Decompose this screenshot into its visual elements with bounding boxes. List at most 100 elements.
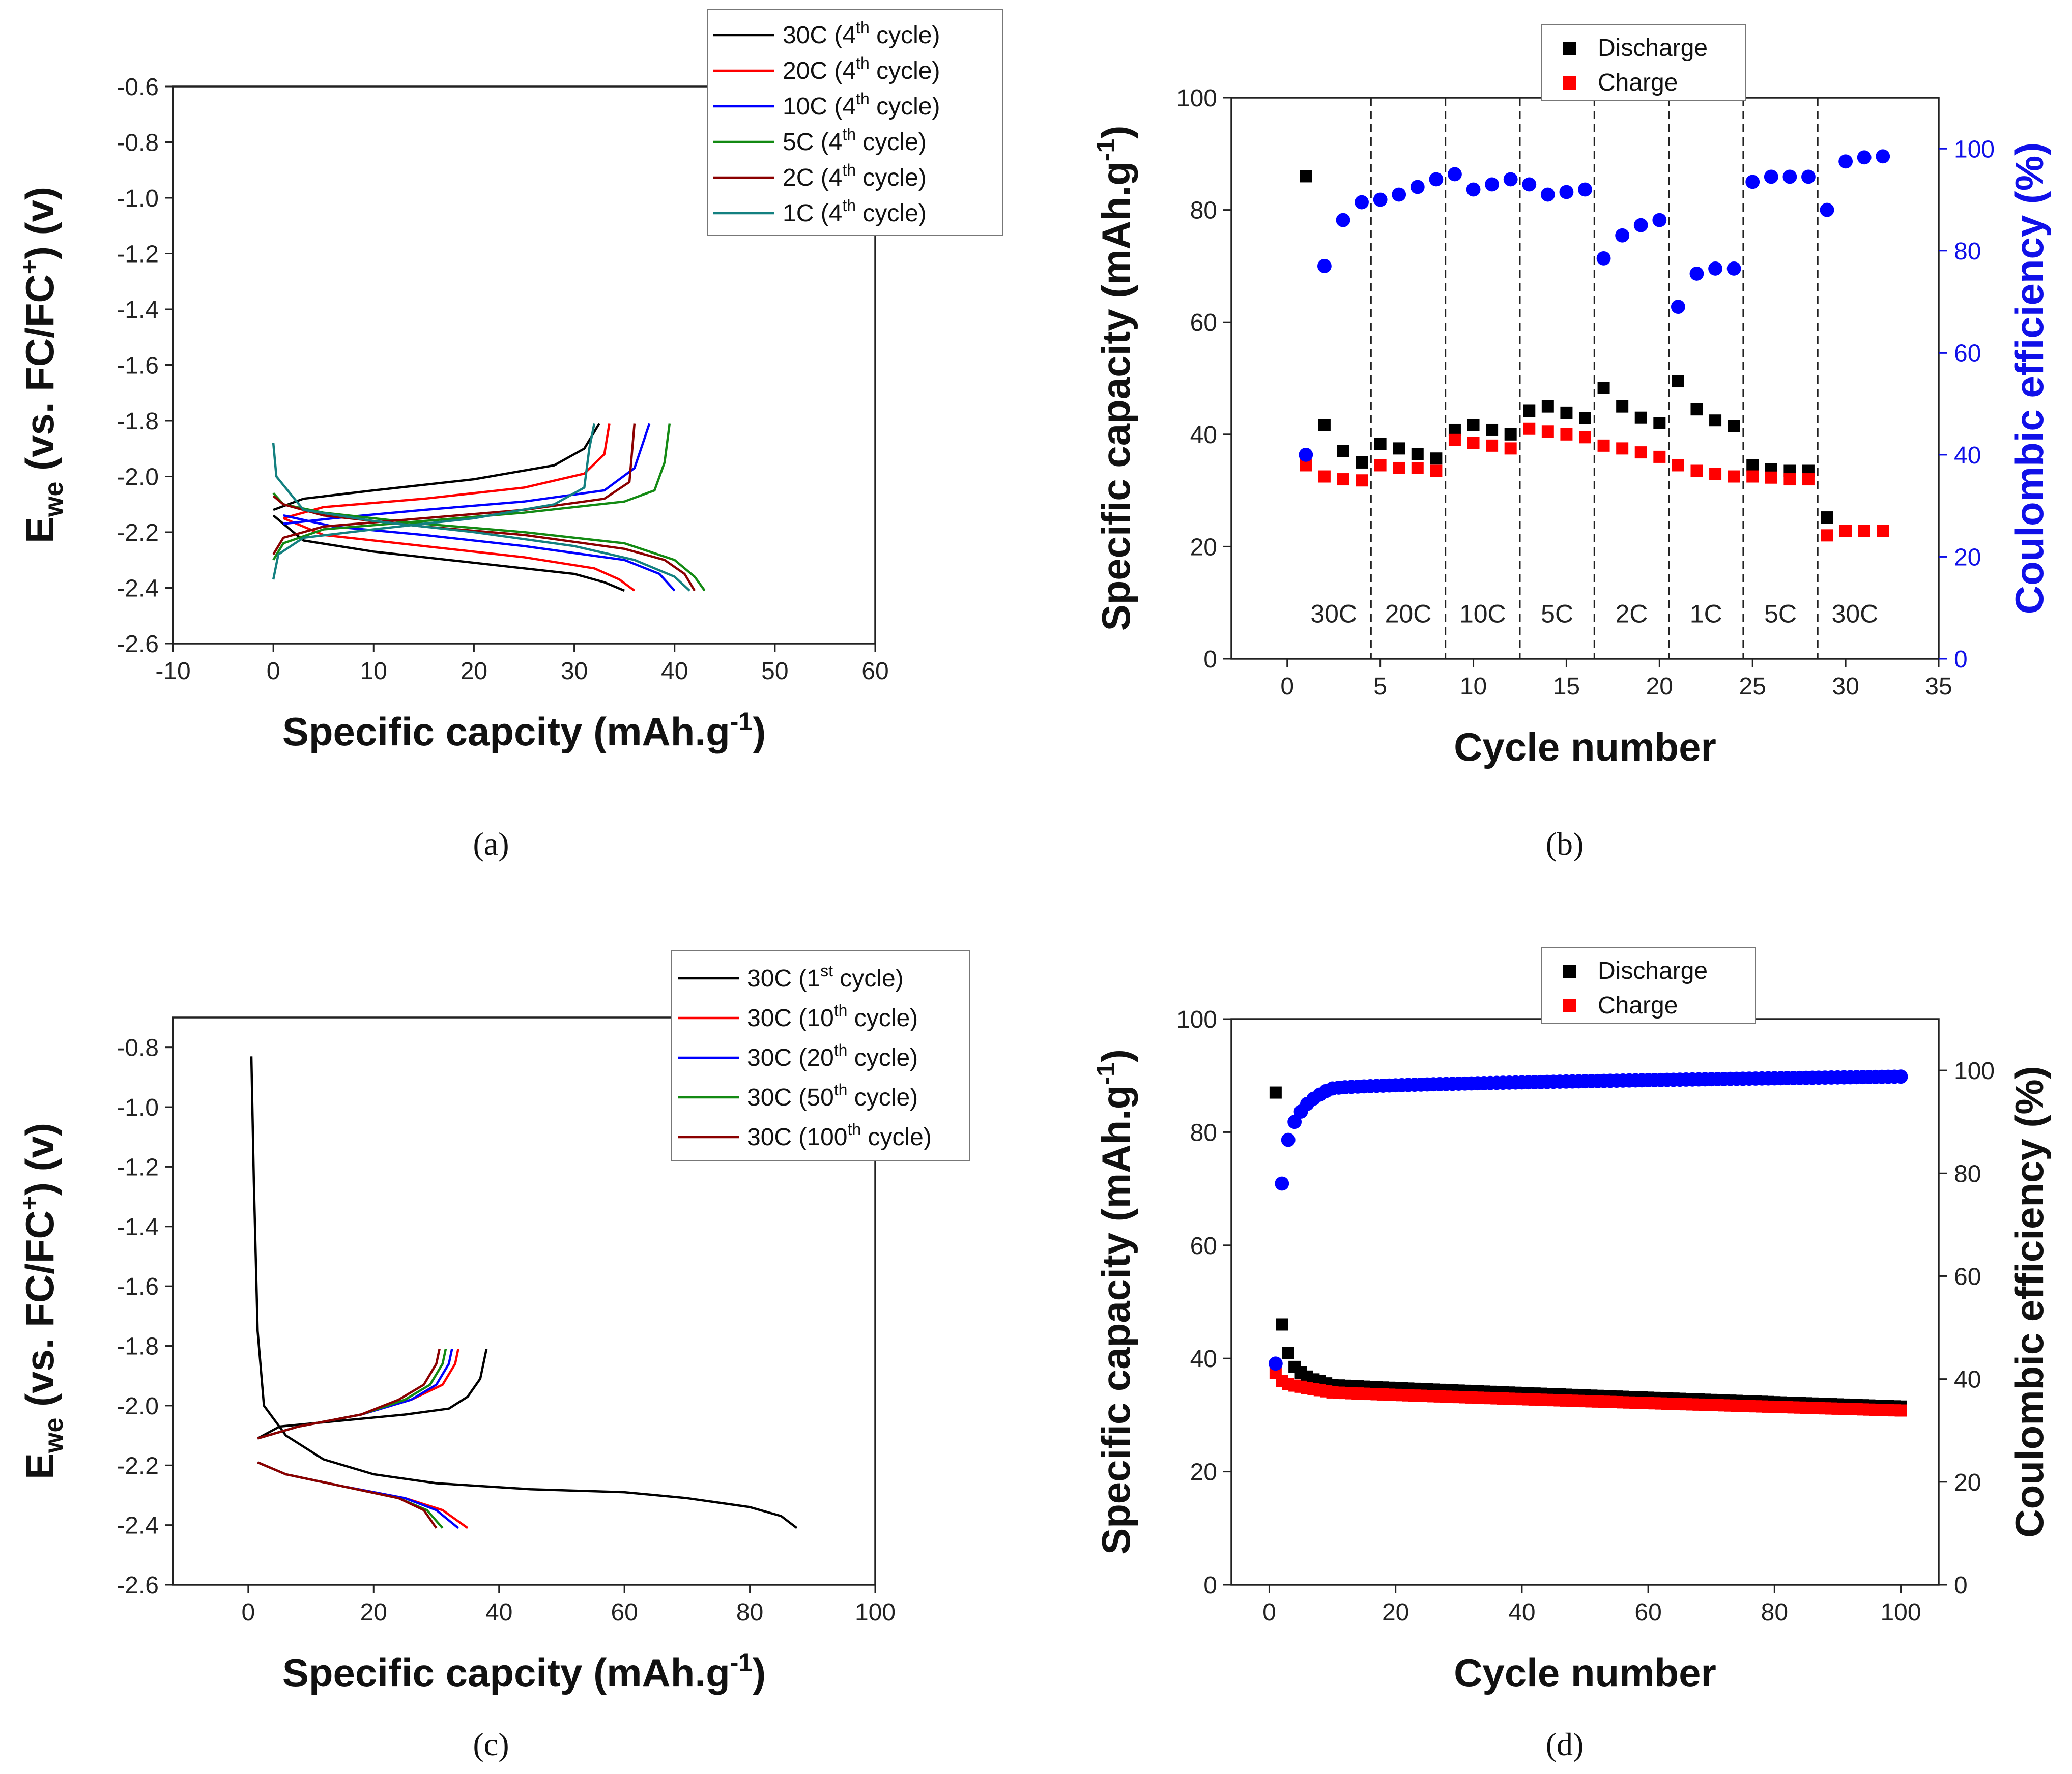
marker-discharge bbox=[1486, 424, 1498, 436]
y-tick-label: 20 bbox=[1190, 1459, 1217, 1486]
x-tick-label: 60 bbox=[861, 658, 888, 685]
marker-coulombic-efficiency bbox=[1485, 178, 1499, 192]
y-axis-title: Specific capacity (mAh.g-1) bbox=[1091, 126, 1138, 631]
legend-entry: Discharge bbox=[1598, 957, 1708, 984]
marker-charge bbox=[1616, 442, 1628, 454]
y-tick-label: 0 bbox=[1203, 1572, 1217, 1599]
y-tick-label: 100 bbox=[1176, 1006, 1217, 1033]
marker-charge bbox=[1858, 525, 1870, 537]
x-tick-label: 30 bbox=[1832, 673, 1859, 700]
marker-discharge bbox=[1318, 419, 1331, 431]
x-axis-title: Specific capcity (mAh.g-1) bbox=[282, 707, 766, 754]
marker-charge bbox=[1672, 459, 1684, 471]
marker-coulombic-efficiency bbox=[1560, 185, 1574, 199]
marker-discharge bbox=[1374, 438, 1387, 450]
panel-label-c: (c) bbox=[473, 1726, 509, 1762]
y-tick-label: 60 bbox=[1190, 309, 1217, 336]
marker-charge bbox=[1783, 473, 1796, 485]
y2-axis-title: Coulombic efficiency (%) bbox=[2007, 142, 2052, 614]
y-tick-label: -2.0 bbox=[117, 1393, 159, 1420]
rate-label: 20C bbox=[1385, 599, 1432, 628]
x-tick-label: 0 bbox=[267, 658, 280, 685]
y-tick-label: -1.0 bbox=[117, 1094, 159, 1121]
marker-coulombic-efficiency bbox=[1727, 261, 1741, 276]
y-tick-label: -2.6 bbox=[117, 1572, 159, 1599]
marker-charge bbox=[1877, 525, 1889, 537]
marker-discharge bbox=[1709, 414, 1721, 426]
y2-tick-label: 40 bbox=[1954, 1366, 1981, 1393]
marker-coulombic-efficiency bbox=[1299, 448, 1313, 462]
marker-discharge bbox=[1579, 412, 1591, 424]
panel-c: 0 20 40 60 80 100 -2.6 -2.4 -2.2 -2.0 -1.8 -1.6 -1.4… bbox=[15, 950, 969, 1695]
legend-entry: 30C (20th cycle) bbox=[747, 1041, 918, 1071]
marker-discharge bbox=[1560, 407, 1572, 419]
marker-discharge bbox=[1430, 452, 1442, 464]
y2-tick-label: 60 bbox=[1954, 340, 1981, 367]
marker-coulombic-efficiency bbox=[1392, 188, 1406, 202]
marker-charge bbox=[1839, 525, 1852, 537]
marker-coulombic-efficiency bbox=[1894, 1069, 1908, 1084]
rate-label: 5C bbox=[1764, 599, 1797, 628]
x-axis-title: Cycle number bbox=[1454, 724, 1716, 769]
x-tick-label: 20 bbox=[360, 1599, 387, 1626]
marker-discharge bbox=[1616, 400, 1628, 413]
marker-charge bbox=[1486, 440, 1498, 452]
marker-coulombic-efficiency bbox=[1801, 170, 1816, 184]
y-tick-label: -0.6 bbox=[117, 74, 159, 101]
y2-tick-label: 0 bbox=[1954, 1572, 1968, 1599]
marker-coulombic-efficiency bbox=[1690, 267, 1704, 281]
marker-discharge bbox=[1672, 375, 1684, 387]
y-tick-label: 40 bbox=[1190, 1346, 1217, 1373]
marker-coulombic-efficiency bbox=[1504, 172, 1518, 187]
legend-entry: Charge bbox=[1598, 992, 1678, 1019]
marker-coulombic-efficiency bbox=[1448, 167, 1462, 181]
marker-coulombic-efficiency bbox=[1820, 203, 1834, 217]
marker-charge bbox=[1542, 425, 1554, 438]
marker-discharge bbox=[1635, 412, 1647, 424]
legend-entry: 30C (100th cycle) bbox=[747, 1120, 932, 1151]
x-tick-label: 40 bbox=[661, 658, 688, 685]
marker-charge bbox=[1505, 442, 1517, 454]
y-tick-label: 80 bbox=[1190, 1119, 1217, 1146]
marker-discharge bbox=[1821, 511, 1833, 524]
marker-coulombic-efficiency bbox=[1671, 300, 1685, 314]
x-tick-label: 80 bbox=[1761, 1599, 1788, 1626]
y2-axis-title: Coulombic efficiency (%) bbox=[2007, 1066, 2052, 1537]
marker-discharge bbox=[1412, 448, 1424, 460]
panel-b: 0 5 10 15 20 25 30 35020406080100020406080100Cy… bbox=[1091, 24, 2052, 769]
marker-charge bbox=[1579, 431, 1591, 443]
rate-label: 10C bbox=[1459, 599, 1506, 628]
marker-charge bbox=[1374, 459, 1387, 471]
marker-coulombic-efficiency bbox=[1578, 183, 1592, 197]
panel-label-d: (d) bbox=[1546, 1726, 1584, 1762]
panel-d: 0 20 40 60 80 100020406080100020406080100Cycl… bbox=[1091, 947, 2052, 1695]
marker-coulombic-efficiency bbox=[1522, 178, 1536, 192]
marker-discharge bbox=[1690, 403, 1703, 415]
x-tick-label: 15 bbox=[1553, 673, 1580, 700]
x-axis-title: Specific capcity (mAh.g-1) bbox=[282, 1648, 766, 1695]
y-tick-label: -1.6 bbox=[117, 353, 159, 380]
y-tick-label: -1.4 bbox=[117, 1214, 159, 1241]
y-tick-label: -2.0 bbox=[117, 464, 159, 491]
curve-charge bbox=[257, 1349, 486, 1438]
legend-entry: Discharge bbox=[1598, 35, 1708, 62]
y-tick-label: -1.4 bbox=[117, 297, 159, 324]
marker-coulombic-efficiency bbox=[1275, 1177, 1289, 1191]
marker-coulombic-efficiency bbox=[1745, 175, 1760, 189]
marker-coulombic-efficiency bbox=[1466, 183, 1481, 197]
marker-charge bbox=[1393, 462, 1405, 474]
y-tick-label: 60 bbox=[1190, 1233, 1217, 1260]
marker-coulombic-efficiency bbox=[1355, 195, 1369, 210]
x-tick-label: 60 bbox=[611, 1599, 638, 1626]
x-tick-label: 80 bbox=[736, 1599, 763, 1626]
x-tick-label: 0 bbox=[1262, 1599, 1276, 1626]
rate-label: 2C bbox=[1615, 599, 1648, 628]
y-tick-label: -0.8 bbox=[117, 1035, 159, 1062]
marker-charge bbox=[1765, 472, 1777, 484]
marker-discharge bbox=[1356, 456, 1368, 469]
curve-discharge bbox=[257, 1462, 436, 1528]
x-tick-label: 20 bbox=[461, 658, 487, 685]
marker-coulombic-efficiency bbox=[1838, 154, 1853, 168]
marker-coulombic-efficiency bbox=[1281, 1133, 1296, 1147]
curve-charge bbox=[273, 424, 594, 580]
